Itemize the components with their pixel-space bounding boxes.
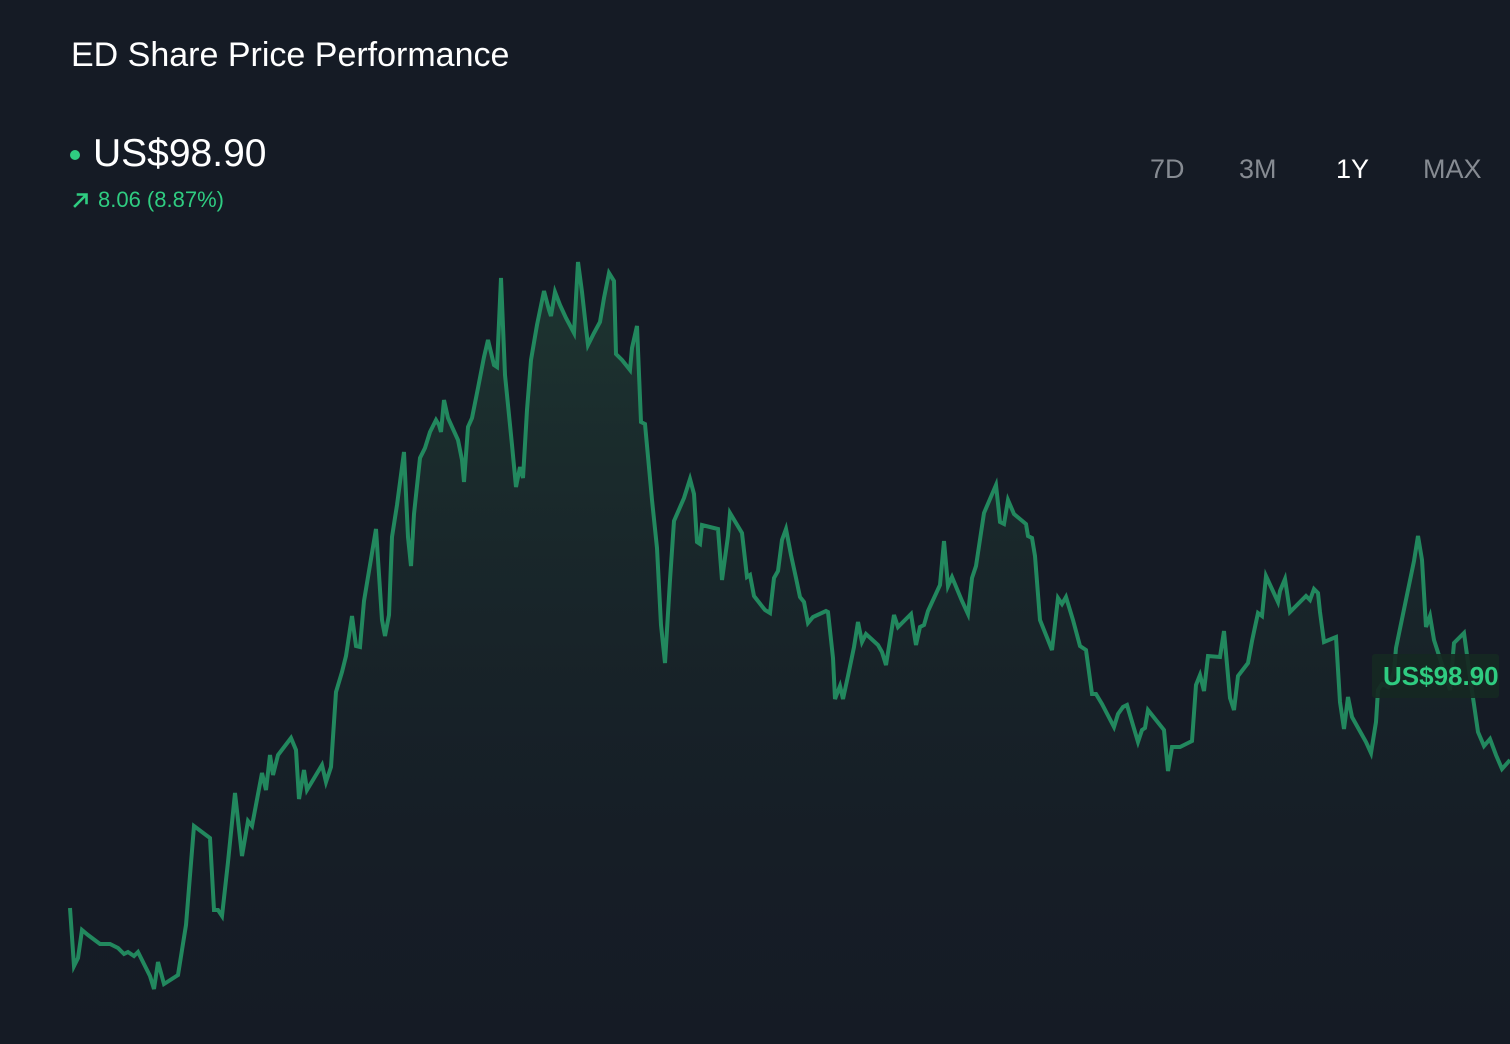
price-change-row: 8.06 (8.87%) [72, 187, 224, 213]
range-7d-button[interactable]: 7D [1150, 154, 1185, 184]
current-price: US$98.90 [93, 132, 267, 175]
live-indicator-dot-icon [70, 150, 80, 160]
last-price-label: US$98.90 [1372, 654, 1499, 698]
range-max-button[interactable]: MAX [1423, 154, 1482, 184]
price-change-value: 8.06 (8.87%) [98, 187, 224, 212]
range-3m-button[interactable]: 3M [1239, 154, 1277, 184]
price-line [68, 261, 1510, 990]
range-1y-button[interactable]: 1Y [1336, 154, 1370, 184]
current-price-row: US$98.90 [70, 128, 266, 180]
page-title: ED Share Price Performance [71, 36, 510, 74]
time-range-selector: 7D 3M 1Y MAX [1110, 154, 1510, 194]
arrow-up-right-icon [73, 193, 88, 208]
price-area-fill [70, 262, 1510, 1044]
